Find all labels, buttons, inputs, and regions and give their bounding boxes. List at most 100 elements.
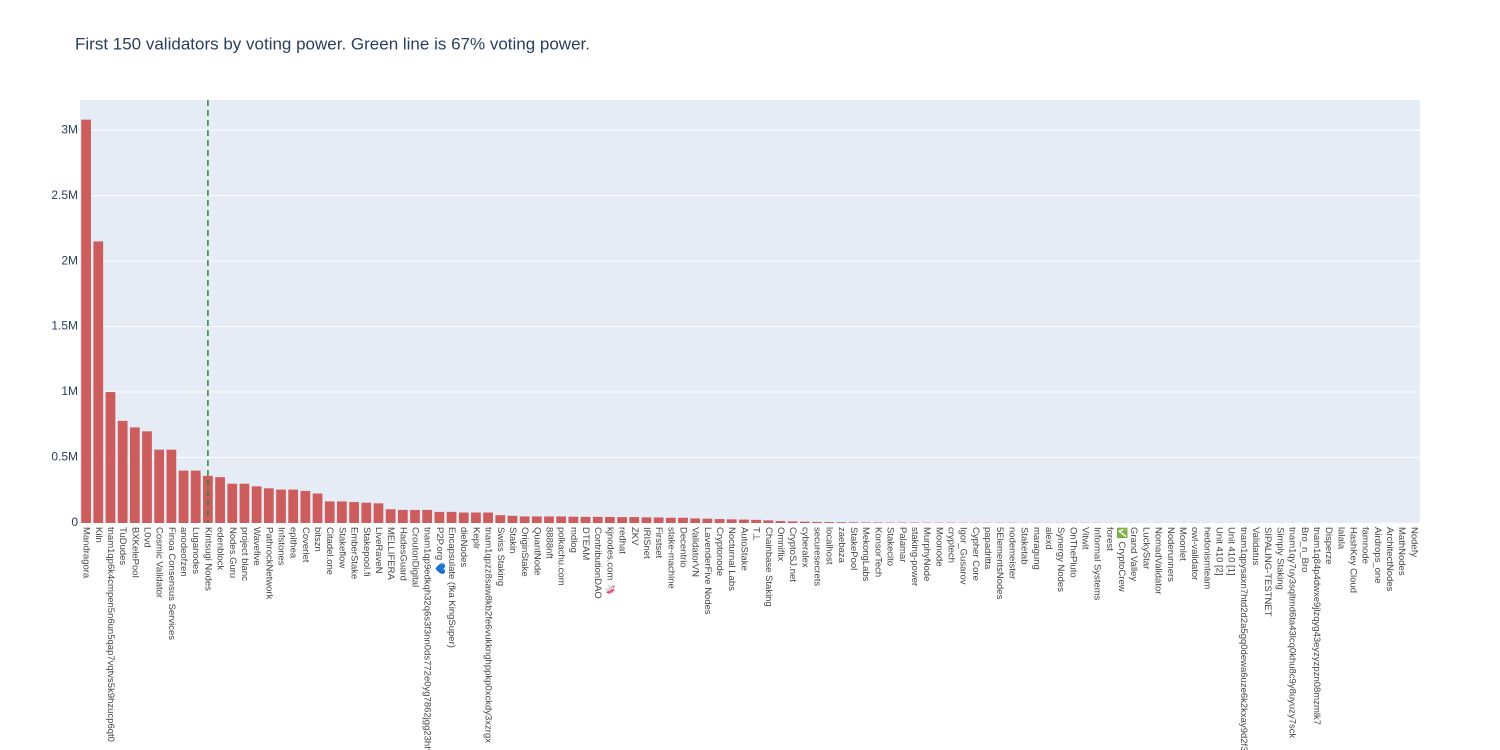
x-tick-label: papadritta — [982, 527, 993, 570]
x-tick-label: Moonlet — [1177, 527, 1188, 561]
x-tick-label: Stakin — [507, 527, 518, 553]
x-tick-label: Cosmic Validator — [154, 527, 165, 598]
x-tick-label: localhost — [824, 527, 835, 565]
x-tick-label: tnam1qp9edkqh32q6s3f3nn0ds772e0yg7862jgg… — [422, 527, 433, 750]
bar — [848, 522, 859, 523]
x-tick-label: Encapsulate (fka KingSuper) — [446, 527, 457, 648]
x-tick-label: tnam1qpzz8saw8kb2fe6vukknghppkp0xckdy3xz… — [483, 527, 494, 743]
x-tick-label: securesecrets — [811, 527, 822, 586]
x-tick-label: Cryptonode — [714, 527, 725, 576]
x-tick-label: KonsorTech — [872, 527, 883, 577]
x-tick-label: L0vd — [141, 527, 152, 548]
x-tick-label: Stakepool.fi — [361, 527, 372, 577]
x-tick-label: OnThePluto — [1067, 527, 1078, 578]
bar — [288, 489, 299, 523]
bar — [471, 512, 481, 523]
bar — [531, 516, 542, 523]
x-tick-label: tnam1qy7uy3sqltmd6ta43lcq0khu8c9y8uyuzy7… — [1287, 527, 1298, 738]
bar — [592, 516, 603, 523]
y-tick-label: 2M — [61, 253, 78, 267]
bar — [361, 502, 372, 523]
bar — [312, 493, 323, 523]
x-tick-label: DTEAM — [580, 527, 591, 560]
bar — [434, 511, 445, 523]
x-tick-label: LavenderFive Nodes — [702, 527, 713, 615]
bar — [215, 477, 225, 523]
x-tick-label: CroutonDigital — [409, 527, 420, 587]
bar — [775, 521, 786, 523]
x-tick-label: PathrockNetwork — [263, 527, 274, 600]
x-tick-label: Bro_n_Bro — [1299, 527, 1310, 572]
x-tick-label: P2P.org 💙 — [434, 527, 446, 575]
x-tick-label: anodeofzen — [178, 527, 189, 577]
bar — [190, 470, 201, 523]
bar — [617, 517, 627, 523]
x-tick-label: Airdrops_one — [1372, 527, 1383, 584]
bar — [641, 517, 652, 523]
x-tick-label: ZKV — [629, 527, 640, 546]
x-tick-label: forest — [1104, 527, 1115, 551]
x-tick-label: MurphyNode — [921, 527, 932, 581]
x-tick-label: Stakeflow — [336, 527, 347, 568]
bar — [580, 516, 591, 523]
x-tick-label: zaebaza — [836, 527, 847, 564]
x-tick-label: ✅ CryptoCrew — [1116, 527, 1128, 592]
x-tick-label: SIPALING-TESTNET — [1262, 527, 1273, 617]
bar — [251, 486, 262, 523]
bar — [446, 511, 457, 523]
bar — [726, 519, 737, 523]
bar — [178, 470, 189, 523]
x-tick-label: maragung — [1031, 527, 1042, 570]
bar — [385, 509, 396, 523]
x-tick-label: kjnodes.com 🦄 — [604, 527, 616, 595]
x-tick-label: tnam1qpysaxn7htd2d2a5gq0dewa6uze6k2kxay9… — [1238, 527, 1249, 750]
x-tick-label: StakePool — [848, 527, 859, 570]
bar — [836, 522, 847, 523]
x-tick-label: dieNodes — [458, 527, 469, 567]
x-tick-label: Palamar — [897, 527, 908, 562]
x-tick-label: HadesGuard — [397, 527, 408, 581]
bar — [410, 509, 420, 523]
x-tick-label: lalala — [1335, 527, 1346, 550]
x-tick-label: bitszn — [312, 527, 323, 552]
x-tick-label: Finoa Consensus Services — [166, 527, 177, 640]
x-tick-label: ArchitectNodes — [1384, 527, 1395, 592]
x-tick-label: QuantNode — [531, 527, 542, 576]
bar — [799, 521, 810, 523]
x-tick-label: stake-machine — [665, 527, 676, 589]
bar — [117, 420, 128, 523]
x-tick-label: polkachu.com — [556, 527, 567, 586]
x-tick-label: mdlog — [568, 527, 579, 553]
x-tick-label: staking-power — [909, 527, 920, 586]
x-tick-label: Kintsugi Nodes — [202, 527, 213, 591]
x-tick-label: owl-validator — [1189, 527, 1200, 580]
x-tick-label: Validatus — [1250, 527, 1261, 566]
x-tick-label: Wavefive — [251, 527, 262, 566]
bar — [397, 509, 408, 523]
x-tick-label: BXKelePool — [129, 527, 140, 578]
x-tick-label: Cypher Core — [970, 527, 981, 581]
x-tick-label: tnam1qp6k4cmpen5n6un5qap7vqtvs5k9hzucp6q… — [105, 527, 116, 742]
x-tick-label: Simply Staking — [1274, 527, 1285, 590]
bar — [714, 519, 725, 523]
plot-area — [80, 100, 1420, 523]
y-tick-label: 3M — [61, 122, 78, 136]
y-tick-label: 0.5M — [51, 450, 78, 464]
chart-title: First 150 validators by voting power. Gr… — [75, 34, 590, 53]
bar — [81, 119, 91, 524]
x-tick-label: nodemeister — [1006, 527, 1017, 579]
x-tick-label: TuDudes — [117, 527, 128, 565]
x-tick-label: epithea — [288, 527, 299, 559]
bar — [227, 483, 238, 523]
x-tick-label: cryptech — [945, 527, 956, 563]
bar — [605, 516, 615, 523]
x-tick-label: Luganodes — [190, 527, 201, 574]
x-tick-label: 8888nft — [543, 527, 554, 559]
bar — [324, 501, 335, 523]
bar — [678, 517, 688, 523]
bar — [751, 519, 761, 523]
x-tick-label: edenblock — [215, 527, 226, 571]
y-tick-label: 0 — [71, 515, 78, 529]
bar — [154, 449, 165, 523]
